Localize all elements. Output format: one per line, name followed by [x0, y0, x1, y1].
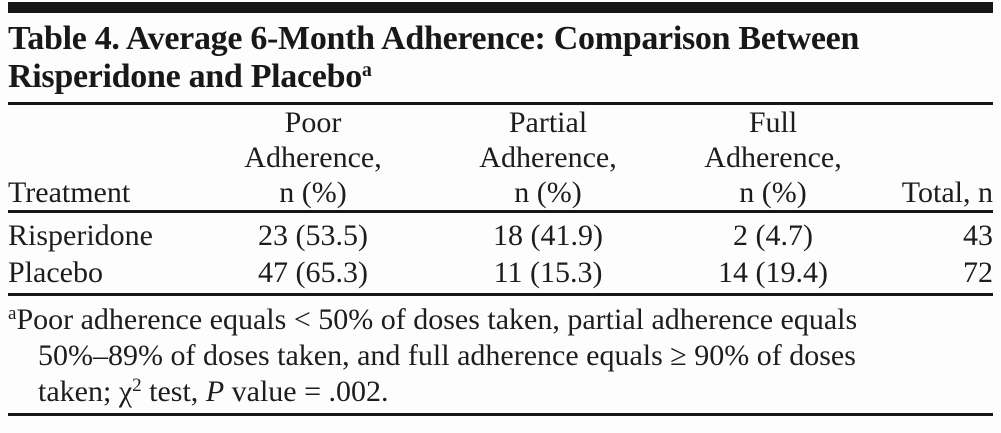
- footnote-line1-text: Poor adherence equals < 50% of doses tak…: [16, 303, 858, 336]
- cell-poor-adherence: 47 (65.3): [258, 256, 368, 289]
- column-header-full-line2: Adherence,: [704, 141, 842, 174]
- chi-exponent: 2: [132, 375, 142, 396]
- table-figure: Table 4. Average 6-Month Adherence: Comp…: [8, 2, 993, 416]
- chi-symbol: χ: [118, 375, 133, 408]
- column-header-partial-line2: Adherence,: [479, 141, 617, 174]
- footnote-line3-pre: taken;: [38, 375, 119, 408]
- column-header-partial-line3: n (%): [514, 176, 582, 209]
- table-title-line1: Table 4. Average 6-Month Adherence: Comp…: [8, 20, 860, 57]
- column-header-full-line1: Full: [748, 106, 798, 139]
- footnote-line2: 50%–89% of doses taken, and full adheren…: [38, 339, 856, 372]
- column-header-poor-adherence: Poor Adherence, n (%): [193, 105, 433, 212]
- p-value-label: P: [205, 375, 225, 408]
- column-header-full-line3: n (%): [739, 176, 807, 209]
- cell-full-adherence: 14 (19.4): [718, 256, 828, 289]
- cell-treatment: Placebo: [8, 256, 103, 289]
- column-header-full-adherence: Full Adherence, n (%): [663, 105, 883, 212]
- column-header-poor-line2: Adherence,: [244, 141, 382, 174]
- column-header-partial-line1: Partial: [508, 106, 588, 139]
- column-header-total: Total, n: [901, 176, 993, 209]
- cell-total: 72: [963, 256, 993, 289]
- cell-total: 43: [963, 219, 993, 252]
- table-title: Table 4. Average 6-Month Adherence: Comp…: [8, 13, 993, 102]
- cell-poor-adherence: 23 (53.5): [258, 219, 368, 252]
- table-row-placebo: Placebo 47 (65.3) 11 (15.3) 14 (19.4) 72: [8, 254, 993, 295]
- column-header-poor-line3: n (%): [279, 176, 347, 209]
- bottom-rule: [8, 413, 993, 416]
- footnote-line1: aPoor adherence equals < 50% of doses ta…: [8, 302, 993, 338]
- column-header-treatment: Treatment: [8, 176, 131, 209]
- footnote-marker: a: [8, 303, 17, 324]
- table-title-line2: Risperidone and Placebo: [8, 58, 362, 95]
- table-row-risperidone: Risperidone 23 (53.5) 18 (41.9) 2 (4.7) …: [8, 212, 993, 255]
- title-footnote-marker: a: [361, 59, 372, 81]
- cell-partial-adherence: 11 (15.3): [493, 256, 603, 289]
- footnote-line3: taken; χ2 test, P value = .002.: [8, 374, 993, 410]
- footnote-line3-mid: test,: [141, 375, 206, 408]
- column-header-partial-adherence: Partial Adherence, n (%): [433, 105, 663, 212]
- table-footnote: aPoor adherence equals < 50% of doses ta…: [8, 296, 993, 413]
- column-header-poor-line1: Poor: [284, 106, 342, 139]
- adherence-table: Treatment Poor Adherence, n (%) Partial …: [8, 105, 993, 296]
- title-divider-rule: [8, 102, 993, 105]
- cell-full-adherence: 2 (4.7): [733, 219, 813, 252]
- cell-partial-adherence: 18 (41.9): [493, 219, 603, 252]
- cell-treatment: Risperidone: [8, 219, 153, 252]
- header-row: Treatment Poor Adherence, n (%) Partial …: [8, 105, 993, 212]
- top-rule-bar: [8, 2, 993, 13]
- footnote-line3-post: value = .002.: [224, 375, 389, 408]
